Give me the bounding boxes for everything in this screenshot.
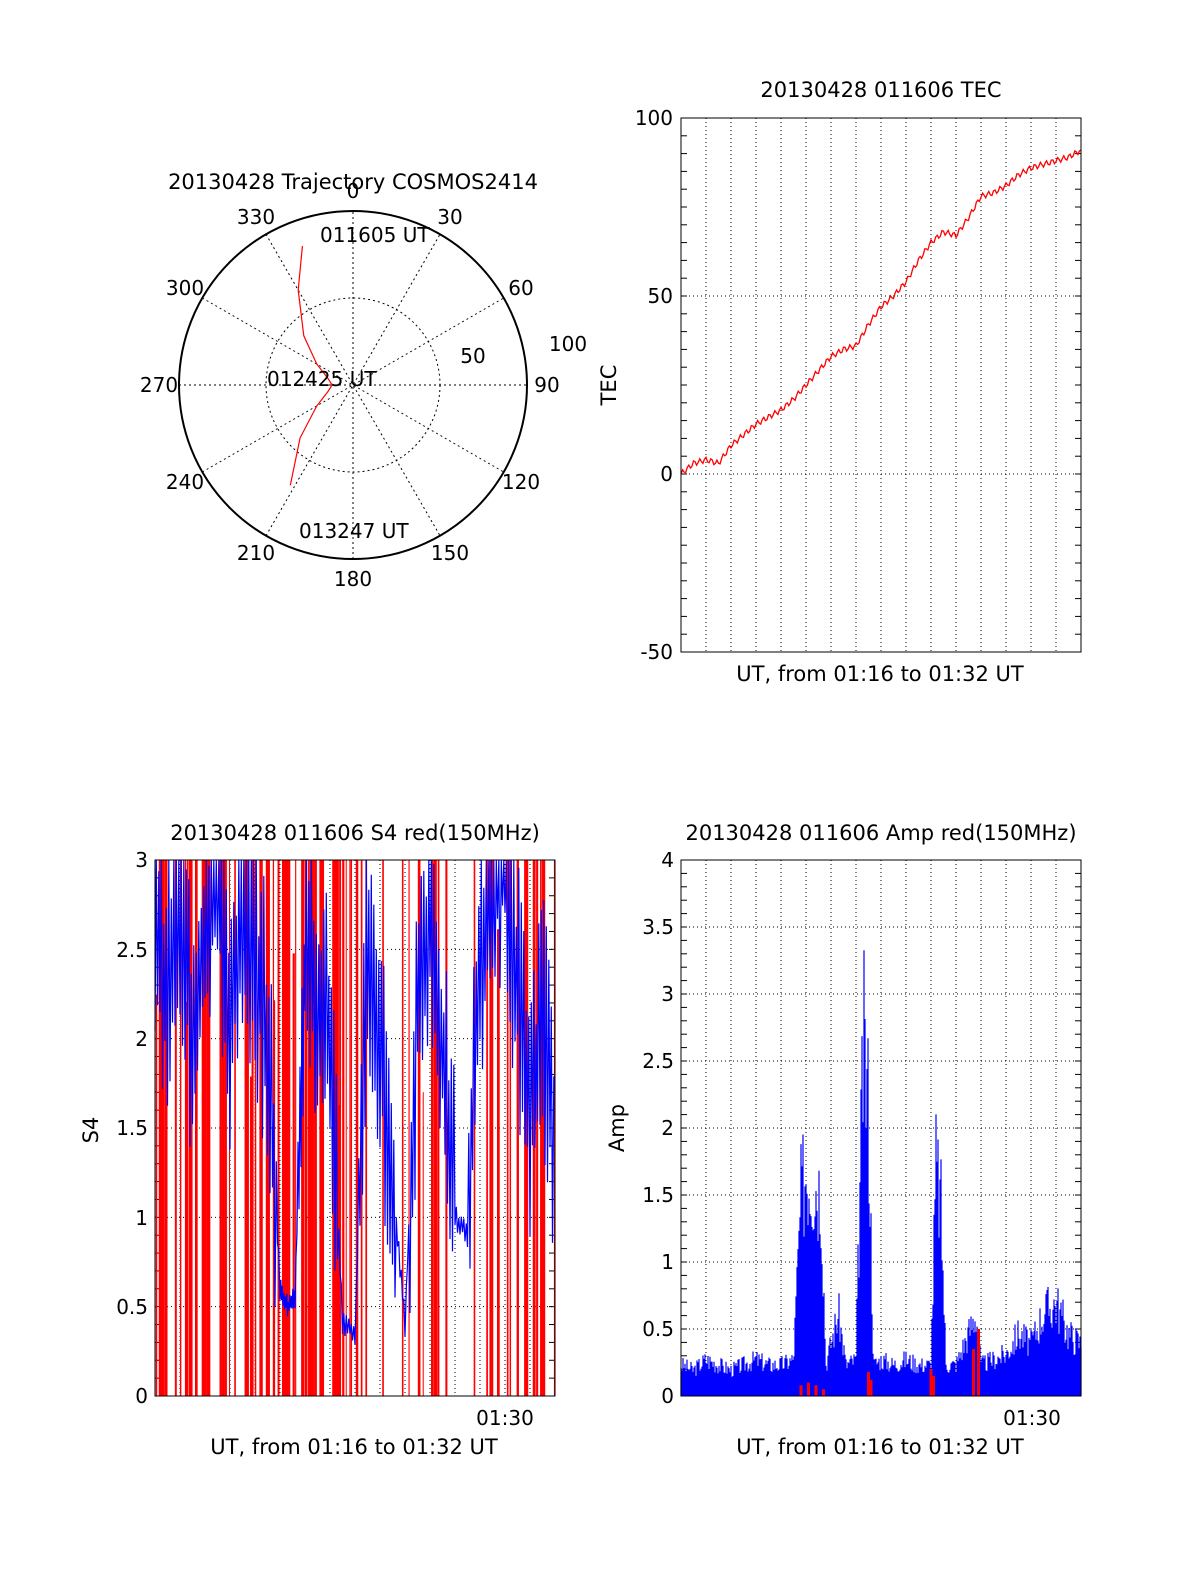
tec-y-tick-label: 100	[635, 106, 673, 130]
amp-panel: 20130428 011606 Amp red(150MHz) 4 3.5 3 …	[605, 821, 1082, 1459]
tec-plot-frame	[680, 117, 1082, 653]
s4-x-axis-label: UT, from 01:16 to 01:32 UT	[210, 1435, 498, 1459]
polar-grid-spoke	[202, 297, 504, 473]
polar-outer-circle	[178, 210, 528, 560]
amp-y-tick-label: 3.5	[642, 915, 674, 939]
polar-trajectory-line	[289, 245, 333, 486]
tec-panel: 20130428 011606 TEC 100 50 0 -50 TEC UT,…	[597, 78, 1082, 686]
polar-angle-label: 0	[347, 179, 360, 203]
polar-radial-tick-100: 100	[549, 332, 587, 356]
s4-y-tick-label: 3	[135, 848, 148, 872]
amp-y-tick-label: 2	[661, 1116, 674, 1140]
amp-y-tick-label: 4	[661, 848, 674, 872]
polar-track-label-mid: 012425 UT	[267, 367, 377, 391]
amp-plot-frame	[680, 859, 1082, 1397]
tec-series	[680, 149, 1082, 475]
amp-y-tick-label: 1	[661, 1250, 674, 1274]
tec-y-tick-label: -50	[640, 640, 673, 664]
s4-y-tick-label: 0	[135, 1384, 148, 1408]
polar-angle-label: 270	[140, 373, 178, 397]
s4-panel: 20130428 011606 S4 red(150MHz) 3 2.5 2 1…	[79, 821, 556, 1459]
tec-y-axis-label: TEC	[597, 365, 621, 407]
amp-x-tick-label: 01:30	[1003, 1406, 1061, 1430]
polar-series	[289, 245, 333, 486]
amp-y-axis-label: Amp	[605, 1104, 629, 1152]
polar-grid-spoke	[265, 234, 441, 536]
polar-title: 20130428 Trajectory COSMOS2414	[168, 170, 538, 194]
polar-angle-label: 180	[334, 567, 372, 591]
polar-angle-label: 300	[166, 276, 204, 300]
polar-track-label-end: 013247 UT	[299, 519, 409, 543]
s4-y-tick-label: 2.5	[116, 938, 148, 962]
polar-angle-label: 210	[237, 541, 275, 565]
polar-radial-tick-50: 50	[460, 344, 485, 368]
tec-series-line	[680, 149, 1082, 475]
tec-y-ticks: 100 50 0 -50	[635, 106, 673, 664]
amp-y-tick-label: 3	[661, 982, 674, 1006]
s4-y-tick-label: 1.5	[116, 1116, 148, 1140]
s4-y-tick-label: 1	[135, 1206, 148, 1230]
s4-x-tick-label: 01:30	[476, 1406, 534, 1430]
s4-blue-line	[154, 859, 555, 1345]
amp-title: 20130428 011606 Amp red(150MHz)	[685, 821, 1076, 845]
tec-x-axis-label: UT, from 01:16 to 01:32 UT	[736, 662, 1024, 686]
polar-grid-spoke	[202, 297, 504, 473]
amp-y-tick-label: 2.5	[642, 1049, 674, 1073]
tec-y-tick-label: 50	[648, 284, 673, 308]
s4-series	[154, 859, 555, 1396]
amp-grid	[681, 859, 1081, 1397]
polar-angle-label: 150	[431, 541, 469, 565]
amp-y-tick-label: 0.5	[642, 1317, 674, 1341]
amp-x-axis-label: UT, from 01:16 to 01:32 UT	[736, 1435, 1024, 1459]
tec-title: 20130428 011606 TEC	[760, 78, 1001, 102]
polar-angle-label: 240	[166, 470, 204, 494]
amp-y-tick-label: 1.5	[642, 1183, 674, 1207]
polar-panel: 20130428 Trajectory COSMOS2414 0 30 60 90 12…	[140, 170, 587, 591]
amp-y-ticks: 4 3.5 3 2.5 2 1.5 1 0.5 0	[642, 848, 674, 1408]
tec-y-tick-label: 0	[660, 462, 673, 486]
polar-grid	[179, 211, 527, 559]
amp-y-tick-label: 0	[661, 1384, 674, 1408]
polar-angle-label: 30	[437, 205, 462, 229]
amp-series	[680, 950, 1082, 1396]
s4-y-axis-label: S4	[79, 1117, 103, 1144]
polar-angle-label: 90	[534, 373, 559, 397]
polar-track-label-start: 011605 UT	[320, 223, 430, 247]
polar-angle-label: 60	[508, 276, 533, 300]
s4-plot-frame	[154, 859, 556, 1397]
polar-angle-label: 120	[502, 470, 540, 494]
s4-y-tick-label: 2	[135, 1027, 148, 1051]
s4-title: 20130428 011606 S4 red(150MHz)	[170, 821, 540, 845]
polar-grid-spoke	[265, 234, 441, 536]
s4-y-tick-label: 0.5	[116, 1295, 148, 1319]
polar-angle-label: 330	[237, 205, 275, 229]
s4-y-ticks: 3 2.5 2 1.5 1 0.5 0	[116, 848, 148, 1408]
tec-grid	[681, 117, 1081, 653]
polar-angle-labels: 0 30 60 90 120 150 180 210 240 270 300 330	[140, 179, 560, 591]
